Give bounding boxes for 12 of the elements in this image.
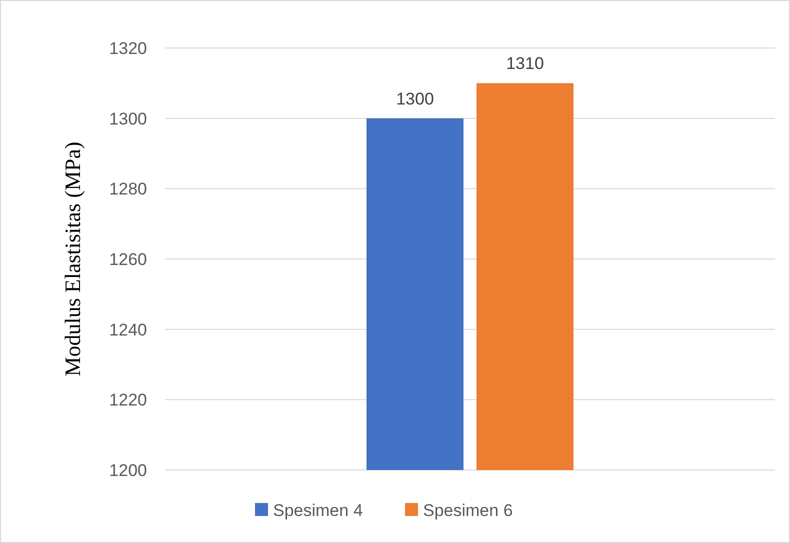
y-tick-label: 1240 [109, 320, 147, 340]
y-tick-label: 1280 [109, 180, 147, 199]
y-tick-label: 1260 [109, 250, 147, 269]
y-tick-label: 1320 [109, 38, 147, 58]
data-label: 1310 [506, 54, 544, 74]
y-tick-label: 1300 [109, 109, 147, 128]
y-axis-title: Modulus Elastisitas (MPa) [60, 142, 85, 376]
legend-label: Spesimen 4 [273, 500, 363, 520]
y-tick-label: 1200 [109, 460, 147, 480]
y-tick-label: 1220 [109, 390, 147, 410]
legend-label: Spesimen 6 [423, 500, 513, 520]
data-label: 1300 [396, 89, 434, 108]
